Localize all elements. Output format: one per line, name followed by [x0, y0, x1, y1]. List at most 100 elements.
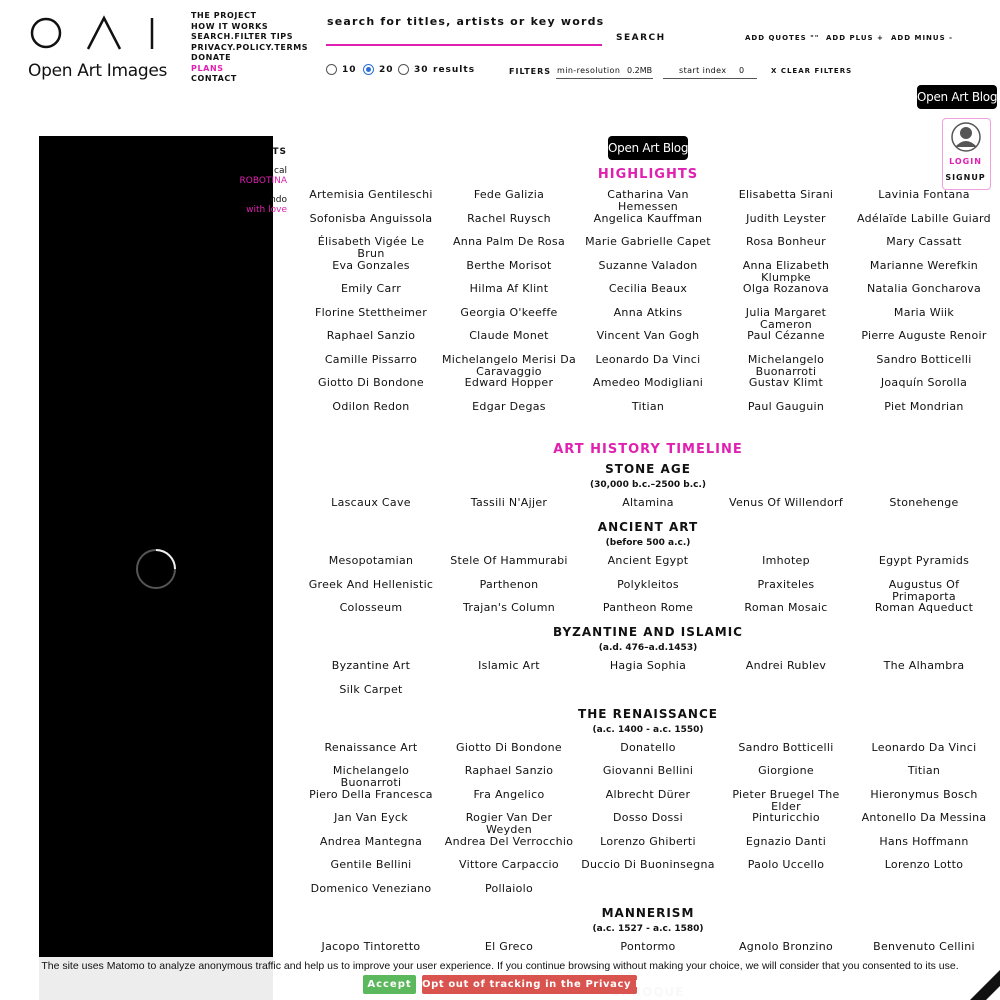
- clear-filters[interactable]: X CLEAR FILTERS: [771, 67, 853, 75]
- artist-link[interactable]: Imhotep: [762, 554, 810, 567]
- artist-link[interactable]: Mesopotamian: [328, 554, 414, 567]
- artist-link[interactable]: Anna Elizabeth Klumpke: [742, 258, 830, 284]
- artist-link[interactable]: Amedeo Modigliani: [592, 376, 704, 389]
- artist-link[interactable]: Agnolo Bronzino: [738, 939, 834, 953]
- artist-link[interactable]: Judith Leyster: [746, 211, 826, 225]
- signup-link[interactable]: SIGNUP: [945, 173, 986, 182]
- artist-link[interactable]: Sandro Botticelli: [738, 740, 834, 754]
- artist-link[interactable]: Michelangelo Buonarroti: [747, 352, 825, 378]
- artist-link[interactable]: El Greco: [484, 939, 534, 953]
- artist-link[interactable]: Marianne Werefkin: [869, 258, 979, 272]
- artist-link[interactable]: Edward Hopper: [464, 376, 554, 389]
- artist-link[interactable]: Odilon Redon: [332, 399, 410, 413]
- start-index-field[interactable]: [663, 63, 757, 79]
- accept-button[interactable]: Accept: [363, 975, 416, 994]
- blog-button-main[interactable]: Open Art Blog: [608, 136, 688, 160]
- artist-link[interactable]: Greek And Hellenistic: [308, 577, 434, 591]
- artist-link[interactable]: Benvenuto Cellini: [873, 939, 975, 953]
- nav-link[interactable]: THE PROJECT: [191, 11, 257, 20]
- artist-link[interactable]: Angelica Kauffman: [593, 211, 703, 225]
- artist-link[interactable]: Olga Rozanova: [742, 282, 830, 295]
- artist-link[interactable]: Renaissance Art: [324, 740, 418, 754]
- artist-link[interactable]: Suzanne Valadon: [598, 258, 698, 272]
- artist-link[interactable]: Cecilia Beaux: [608, 282, 688, 295]
- artist-link[interactable]: Egypt Pyramids: [878, 554, 970, 567]
- artist-link[interactable]: Andrea Del Verrocchio: [444, 834, 574, 848]
- artist-link[interactable]: Roman Mosaic: [744, 601, 828, 614]
- artist-link[interactable]: Giovanni Bellini: [602, 764, 694, 777]
- artist-link[interactable]: Praxiteles: [757, 577, 815, 591]
- artist-link[interactable]: Rosa Bonheur: [746, 235, 826, 248]
- artist-link[interactable]: Albrecht Dürer: [605, 787, 691, 801]
- radio[interactable]: [398, 64, 409, 75]
- artist-link[interactable]: Venus Of Willendorf: [729, 496, 843, 509]
- artist-link[interactable]: Domenico Veneziano: [310, 881, 432, 895]
- artist-link[interactable]: Anna Atkins: [613, 305, 683, 319]
- artist-link[interactable]: Donatello: [620, 740, 676, 754]
- artist-link[interactable]: Michelangelo Buonarroti: [332, 764, 410, 789]
- nav-link[interactable]: PRIVACY.POLICY.TERMS: [191, 42, 309, 52]
- artist-link[interactable]: Lavinia Fontana: [878, 188, 970, 201]
- artist-link[interactable]: Leonardo Da Vinci: [595, 352, 701, 366]
- artist-link[interactable]: Antonello Da Messina: [861, 811, 987, 824]
- nav-link[interactable]: DONATE: [191, 53, 232, 62]
- artist-link[interactable]: Hagia Sophia: [609, 659, 687, 672]
- artist-link[interactable]: Raphael Sanzio: [326, 329, 416, 342]
- artist-link[interactable]: Dosso Dossi: [613, 811, 683, 824]
- artist-link[interactable]: Jan Van Eyck: [334, 811, 408, 824]
- artist-link[interactable]: Camille Pissarro: [324, 352, 418, 366]
- opt-out-button[interactable]: Opt out of tracking in the Privacy Polic…: [422, 975, 672, 994]
- artist-link[interactable]: Pollaiolo: [484, 881, 534, 895]
- artist-link[interactable]: Ancient Egypt: [607, 554, 689, 567]
- artist-link[interactable]: Titian: [907, 764, 941, 777]
- artist-link[interactable]: Catharina Van Hemessen: [607, 188, 689, 213]
- min-res-field[interactable]: [556, 63, 653, 79]
- artist-link[interactable]: Claude Monet: [469, 329, 549, 342]
- artist-link[interactable]: Byzantine Art: [331, 659, 411, 672]
- artist-link[interactable]: Stonehenge: [889, 496, 959, 509]
- artist-link[interactable]: Polykleitos: [617, 577, 679, 591]
- artist-link[interactable]: Piero Della Francesca: [309, 787, 433, 801]
- artist-link[interactable]: Vincent Van Gogh: [596, 329, 700, 342]
- artist-link[interactable]: Titian: [631, 399, 665, 413]
- artist-link[interactable]: Fra Angelico: [473, 787, 545, 801]
- artist-link[interactable]: Pierre Auguste Renoir: [861, 329, 987, 342]
- artist-link[interactable]: Raphael Sanzio: [464, 764, 554, 777]
- artist-link[interactable]: Trajan's Column: [462, 601, 555, 614]
- artist-link[interactable]: Piet Mondrian: [884, 399, 964, 413]
- artist-link[interactable]: Rachel Ruysch: [467, 211, 551, 225]
- artist-link[interactable]: Andrei Rublev: [745, 659, 827, 672]
- radio[interactable]: [326, 64, 337, 75]
- artist-link[interactable]: Jacopo Tintoretto: [321, 939, 421, 953]
- add-minus[interactable]: ADD MINUS -: [891, 34, 953, 42]
- logo-text[interactable]: Open Art Images: [28, 61, 168, 81]
- artist-link[interactable]: Edgar Degas: [472, 399, 546, 413]
- artist-link[interactable]: Vittore Carpaccio: [459, 858, 559, 871]
- artist-link[interactable]: Natalia Goncharova: [866, 282, 982, 295]
- artist-link[interactable]: Roman Aqueduct: [874, 601, 974, 614]
- artist-link[interactable]: Stele Of Hammurabi: [450, 554, 568, 567]
- artist-link[interactable]: The Alhambra: [883, 659, 965, 672]
- artist-link[interactable]: Anna Palm De Rosa: [452, 235, 566, 248]
- artist-link[interactable]: Mary Cassatt: [886, 235, 962, 248]
- artist-link[interactable]: Hilma Af Klint: [469, 282, 549, 295]
- artist-link[interactable]: Julia Margaret Cameron: [745, 305, 827, 331]
- artist-link[interactable]: Michelangelo Merisi Da Caravaggio: [441, 352, 577, 378]
- blog-button[interactable]: Open Art Blog: [917, 85, 997, 109]
- search-placeholder[interactable]: search for titles, artists or key words: [327, 15, 605, 28]
- artist-link[interactable]: Hieronymus Bosch: [870, 787, 978, 801]
- artist-link[interactable]: Tassili N'Ajjer: [470, 496, 548, 509]
- artist-link[interactable]: Lorenzo Lotto: [884, 858, 964, 871]
- artist-link[interactable]: Colosseum: [339, 601, 403, 614]
- artist-link[interactable]: Maria Wiik: [893, 305, 955, 319]
- artist-link[interactable]: Élisabeth Vigée Le Brun: [317, 235, 425, 260]
- artist-link[interactable]: Parthenon: [479, 577, 539, 591]
- artist-link[interactable]: Elisabetta Sirani: [738, 188, 834, 201]
- login-link[interactable]: LOGIN: [949, 157, 982, 166]
- artist-link[interactable]: Gentile Bellini: [330, 858, 412, 871]
- artist-link[interactable]: Eva Gonzales: [332, 258, 410, 272]
- search-button[interactable]: SEARCH: [616, 33, 666, 43]
- artist-link[interactable]: Silk Carpet: [339, 682, 403, 696]
- artist-link[interactable]: Egnazio Danti: [745, 834, 827, 848]
- artist-link[interactable]: Florine Stettheimer: [314, 305, 428, 319]
